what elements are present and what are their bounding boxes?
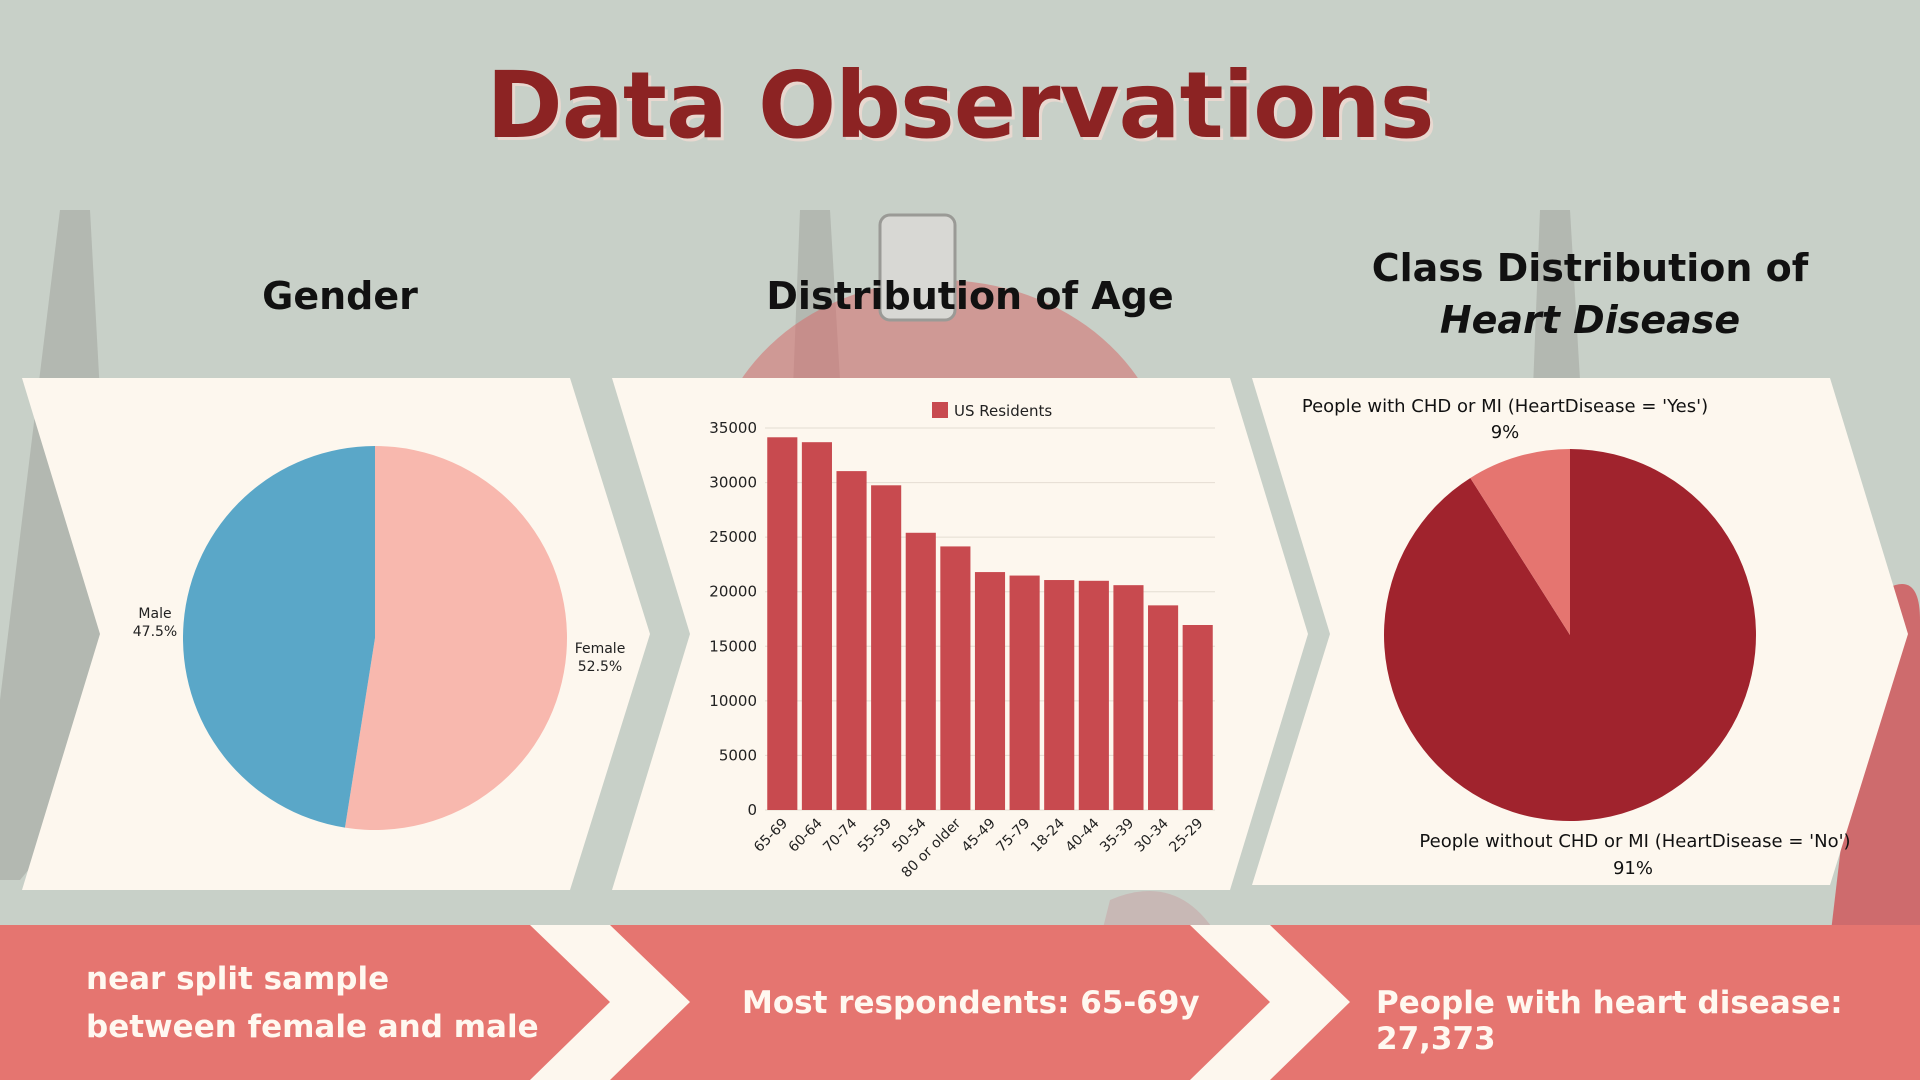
banner-separator-2 (1190, 925, 1350, 1080)
pie-label-yes-disease: People with CHD or MI (HeartDisease = 'Y… (1302, 396, 1708, 417)
x-tick-label: 65-69 (751, 816, 791, 856)
y-tick-label: 15000 (709, 637, 757, 655)
legend-label: US Residents (954, 402, 1052, 420)
x-tick-label: 40-44 (1063, 815, 1103, 855)
x-tick-label: 70-74 (820, 815, 860, 855)
y-tick-label: 5000 (719, 746, 757, 764)
x-tick-label: 60-64 (786, 815, 826, 855)
class-panel-title-line1: Class Distribution of (1371, 246, 1809, 290)
age-bar (836, 471, 867, 810)
pie-value-male: 47.5% (133, 624, 177, 640)
x-tick-label: 45-49 (959, 816, 999, 856)
age-bar (1044, 580, 1075, 810)
age-bar (1113, 585, 1144, 810)
y-tick-label: 10000 (709, 692, 757, 710)
age-bar (1078, 580, 1109, 810)
age-observation: Most respondents: 65-69y (742, 985, 1200, 1021)
legend-swatch (932, 402, 948, 418)
pie-value-no-disease: 91% (1613, 858, 1653, 879)
age-bar (974, 572, 1006, 810)
age-bar (767, 437, 798, 810)
bottom-banner (0, 925, 1920, 1080)
pie-label-male: Male (138, 606, 171, 622)
age-bar (801, 442, 832, 810)
y-tick-label: 30000 (709, 474, 757, 492)
x-tick-label: 25-29 (1166, 816, 1206, 856)
age-bar (905, 532, 936, 810)
age-bar (871, 485, 902, 810)
class-panel-title-emphasis: Heart Disease (1439, 298, 1741, 342)
pie-slice-male (183, 446, 375, 828)
age-bar (940, 546, 971, 810)
age-bar (1009, 575, 1040, 810)
x-tick-label: 30-34 (1132, 815, 1172, 855)
age-bar (1182, 625, 1213, 810)
y-tick-label: 20000 (709, 583, 757, 601)
pie-label-no-disease: People without CHD or MI (HeartDisease =… (1419, 831, 1850, 852)
age-panel-title: Distribution of Age (766, 274, 1174, 318)
page-title: Data Observations (486, 52, 1434, 159)
y-tick-label: 25000 (709, 528, 757, 546)
x-tick-label: 18-24 (1028, 815, 1068, 855)
x-tick-label: 35-39 (1097, 816, 1137, 856)
gender-observation-line2: between female and male (86, 1009, 539, 1045)
pie-slice-female (344, 446, 567, 831)
class-panel-title-line2: Heart Disease (1330, 294, 1850, 346)
x-tick-label: 75-79 (993, 816, 1033, 856)
class-observation: People with heart disease: 27,373 (1376, 985, 1843, 1057)
pie-value-female: 52.5% (578, 659, 622, 675)
y-tick-label: 0 (747, 801, 757, 819)
pie-value-yes-disease: 9% (1491, 422, 1520, 443)
pie-label-female: Female (575, 641, 626, 657)
age-bar (1148, 605, 1179, 810)
y-tick-label: 35000 (709, 419, 757, 437)
gender-observation-line1: near split sample (86, 961, 390, 997)
x-tick-label: 55-59 (855, 816, 895, 856)
gender-observation: near split sample between female and mal… (86, 955, 539, 1051)
pie-slice-yes-disease (1470, 449, 1570, 635)
gender-panel-title: Gender (262, 274, 418, 318)
class-panel-title: Class Distribution of Heart Disease (1330, 242, 1850, 346)
banner-separator-1 (530, 925, 690, 1080)
